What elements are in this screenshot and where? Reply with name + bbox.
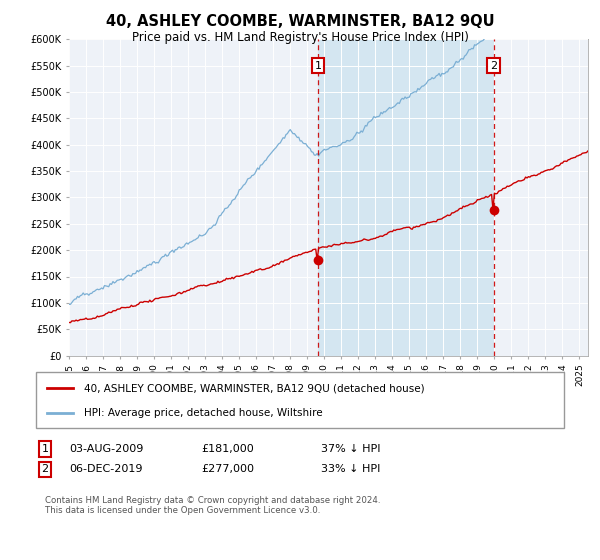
Bar: [318, 39, 494, 356]
Text: 33% ↓ HPI: 33% ↓ HPI: [321, 464, 380, 474]
Text: 2: 2: [490, 60, 497, 71]
Text: 1: 1: [41, 444, 49, 454]
Text: Price paid vs. HM Land Registry's House Price Index (HPI): Price paid vs. HM Land Registry's House …: [131, 31, 469, 44]
Text: 1: 1: [314, 60, 322, 71]
Text: £277,000: £277,000: [201, 464, 254, 474]
FancyBboxPatch shape: [36, 372, 564, 428]
Text: 37% ↓ HPI: 37% ↓ HPI: [321, 444, 380, 454]
Text: 40, ASHLEY COOMBE, WARMINSTER, BA12 9QU (detached house): 40, ASHLEY COOMBE, WARMINSTER, BA12 9QU …: [83, 383, 424, 393]
Text: Contains HM Land Registry data © Crown copyright and database right 2024.
This d: Contains HM Land Registry data © Crown c…: [45, 496, 380, 515]
Text: 2: 2: [41, 464, 49, 474]
Text: 40, ASHLEY COOMBE, WARMINSTER, BA12 9QU: 40, ASHLEY COOMBE, WARMINSTER, BA12 9QU: [106, 14, 494, 29]
Text: £181,000: £181,000: [201, 444, 254, 454]
Text: HPI: Average price, detached house, Wiltshire: HPI: Average price, detached house, Wilt…: [83, 408, 322, 418]
Text: 06-DEC-2019: 06-DEC-2019: [69, 464, 143, 474]
Text: 03-AUG-2009: 03-AUG-2009: [69, 444, 143, 454]
